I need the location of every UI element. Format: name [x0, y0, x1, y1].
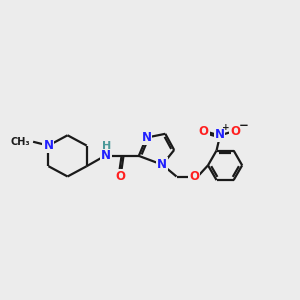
- Text: H: H: [101, 141, 111, 151]
- Text: N: N: [142, 131, 152, 144]
- Text: O: O: [230, 125, 240, 139]
- Text: CH₃: CH₃: [11, 137, 30, 147]
- Text: +: +: [222, 123, 230, 132]
- Text: O: O: [189, 170, 199, 183]
- Text: N: N: [214, 128, 224, 141]
- Text: −: −: [239, 119, 249, 132]
- Text: N: N: [158, 158, 167, 171]
- Text: N: N: [44, 139, 53, 152]
- Text: N: N: [101, 149, 111, 162]
- Text: O: O: [199, 125, 208, 139]
- Text: O: O: [116, 170, 126, 183]
